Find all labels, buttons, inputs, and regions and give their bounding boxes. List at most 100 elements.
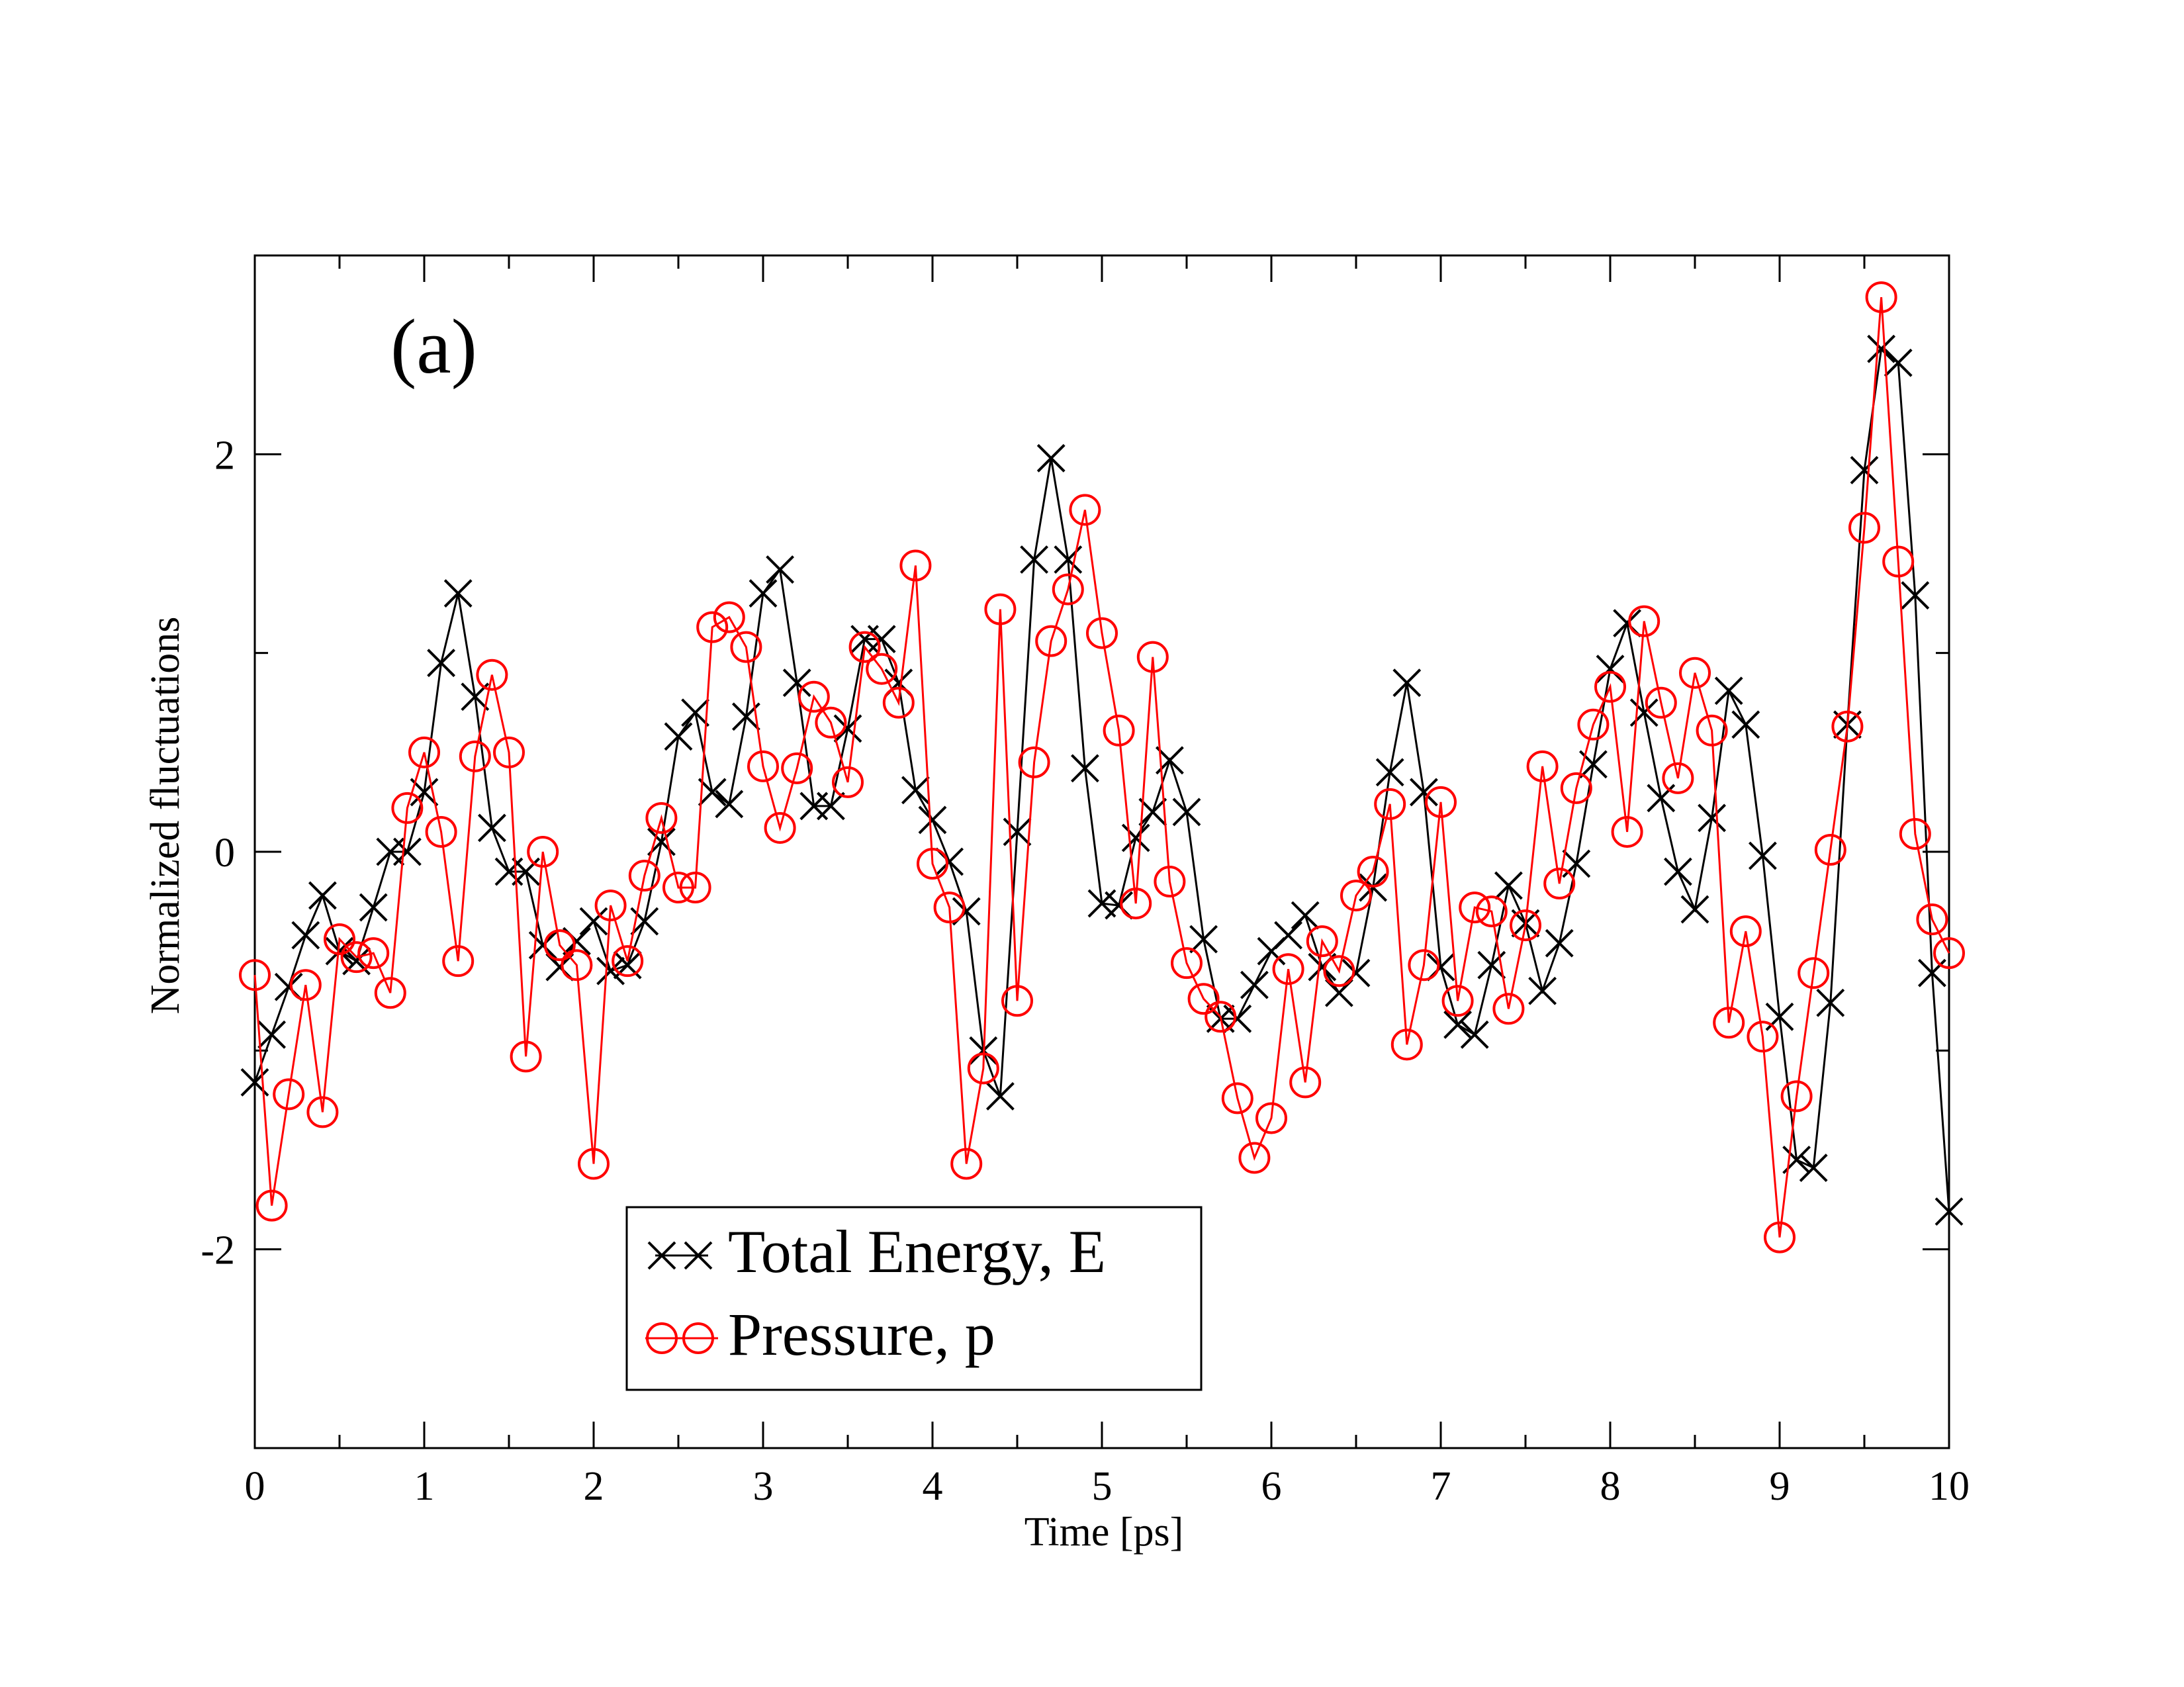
data-point-pressure — [696, 611, 729, 643]
data-point-energy — [1884, 348, 1913, 377]
legend-x-marker — [647, 1241, 676, 1270]
data-point-energy — [715, 790, 744, 819]
data-point-energy — [427, 649, 456, 678]
data-point-energy — [1189, 925, 1218, 954]
series-line-energy — [253, 347, 1950, 1212]
x-tick-label: 3 — [753, 1464, 774, 1509]
data-point-pressure — [1357, 856, 1389, 888]
data-point-pressure — [1340, 880, 1372, 912]
data-point-energy — [1714, 676, 1743, 706]
data-point-energy — [833, 714, 862, 743]
data-point-pressure — [1594, 670, 1626, 703]
data-point-pressure — [832, 766, 864, 798]
data-point-energy — [867, 625, 896, 654]
data-point-pressure — [747, 750, 779, 782]
x-tick-label: 8 — [1600, 1464, 1621, 1509]
data-point-pressure — [1323, 955, 1355, 987]
data-point-energy — [1578, 750, 1608, 779]
data-point-energy — [985, 1081, 1015, 1111]
data-point-energy — [1934, 1197, 1964, 1226]
data-point-pressure — [1882, 545, 1915, 578]
data-point-pressure — [1374, 788, 1406, 820]
data-point-pressure — [645, 801, 678, 834]
x-tick-label: 10 — [1929, 1464, 1970, 1509]
data-point-pressure — [730, 631, 762, 663]
data-point-pressure — [1628, 605, 1661, 637]
x-tick-label: 7 — [1431, 1464, 1451, 1509]
data-point-pressure — [1713, 1007, 1745, 1039]
data-point-pressure — [917, 848, 948, 880]
data-point-pressure — [493, 736, 525, 768]
data-point-pressure — [340, 941, 373, 974]
data-point-energy — [443, 579, 473, 608]
data-point-pressure — [1679, 657, 1711, 689]
data-point-pressure — [781, 752, 813, 784]
data-point-pressure — [764, 811, 796, 844]
data-point-energy — [1121, 823, 1150, 852]
data-point-energy — [1392, 668, 1422, 698]
data-point-energy — [901, 776, 930, 805]
data-point-energy — [1172, 798, 1201, 827]
data-point-energy — [1274, 921, 1303, 950]
data-point-pressure — [950, 1148, 983, 1180]
data-point-energy — [1680, 895, 1709, 924]
data-point-pressure — [1526, 750, 1559, 782]
data-point-pressure — [1187, 983, 1220, 1015]
data-point-pressure — [1696, 714, 1728, 747]
data-point-pressure — [1543, 868, 1576, 900]
data-point-energy — [1460, 1020, 1489, 1049]
y-axis-label: Normalized fluctuations — [143, 617, 188, 1015]
data-point-energy — [918, 805, 947, 835]
axis-ticks: 0 1 2 3 4 5 6 7 8 9 10 -2 0 2 — [201, 255, 1970, 1509]
data-point-energy — [749, 579, 778, 608]
data-point-pressure — [1475, 895, 1508, 928]
data-point-energy — [596, 956, 625, 985]
data-point-energy — [698, 778, 727, 807]
data-point-energy — [1138, 798, 1167, 827]
data-point-pressure — [1052, 573, 1084, 606]
data-point-pressure — [713, 601, 745, 633]
data-point-energy — [816, 792, 845, 821]
data-point-pressure — [1848, 512, 1880, 544]
data-point-energy — [1663, 857, 1692, 886]
data-point-pressure — [1662, 762, 1694, 794]
data-point-energy — [1731, 710, 1760, 739]
data-point-pressure — [984, 593, 1017, 625]
data-point-energy — [1816, 988, 1845, 1017]
data-point-pressure — [967, 1052, 999, 1085]
x-tick-label: 1 — [414, 1464, 435, 1509]
data-point-pressure — [561, 949, 593, 981]
data-point-pressure — [1441, 985, 1474, 1017]
data-point-energy — [1291, 901, 1320, 930]
data-point-energy — [664, 722, 693, 751]
data-point-pressure — [527, 836, 559, 868]
data-point-pressure — [1120, 888, 1152, 920]
data-point-energy — [308, 881, 337, 910]
data-point-pressure — [1425, 786, 1457, 818]
data-point-energy — [1698, 803, 1727, 833]
data-point-energy — [1867, 334, 1896, 363]
data-point-energy — [1020, 545, 1049, 574]
data-point-pressure — [1035, 625, 1068, 657]
data-point-energy — [1003, 817, 1032, 846]
data-point-pressure — [1306, 925, 1338, 958]
data-point-energy — [477, 813, 506, 843]
data-point-energy — [1070, 754, 1099, 783]
data-point-energy — [1629, 698, 1659, 727]
data-point-pressure — [1459, 891, 1491, 924]
data-point-pressure — [1865, 281, 1897, 314]
data-point-pressure — [1747, 1021, 1779, 1053]
data-point-pressure — [476, 659, 508, 691]
data-point-pressure — [1272, 953, 1304, 985]
data-point-pressure — [662, 872, 694, 904]
data-point-pressure — [797, 680, 830, 713]
data-point-pressure — [594, 889, 627, 922]
data-point-energy — [392, 837, 422, 866]
y-tick-label: 2 — [214, 433, 235, 478]
data-point-pressure — [1069, 494, 1101, 526]
data-point-pressure — [866, 653, 898, 685]
data-point-pressure — [899, 549, 932, 582]
x-tick-label: 6 — [1261, 1464, 1282, 1509]
data-point-pressure — [1238, 1142, 1271, 1174]
